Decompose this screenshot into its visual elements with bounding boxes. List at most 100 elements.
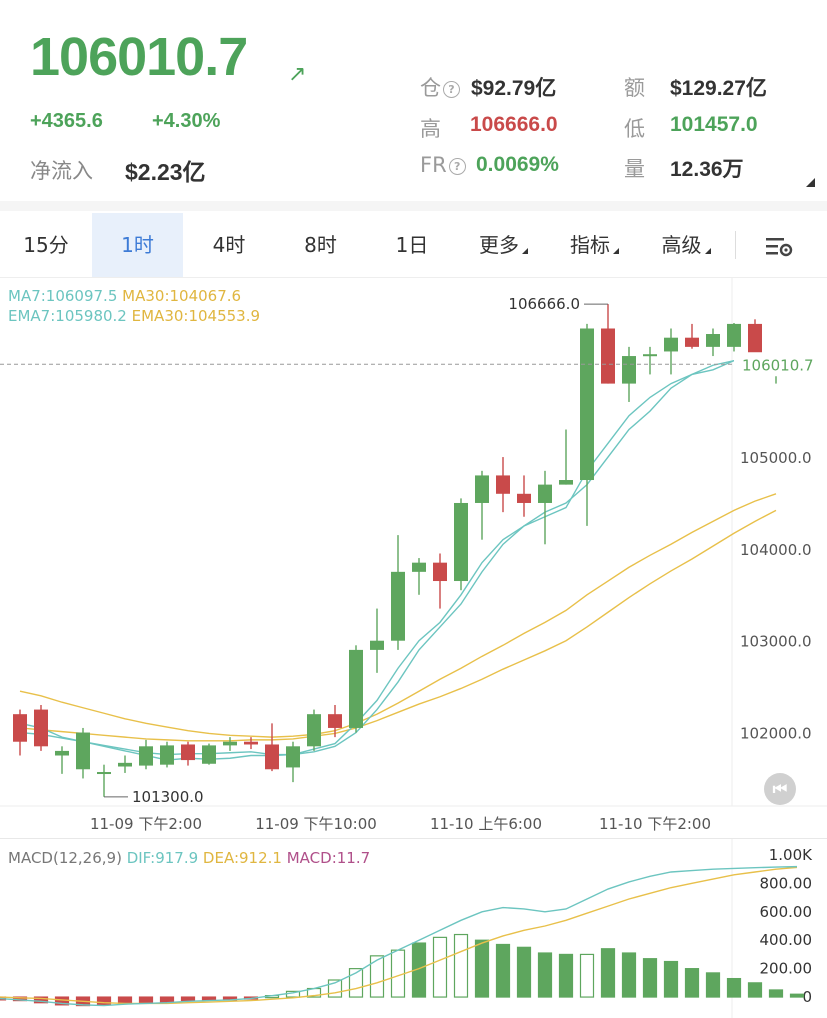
candle-body — [538, 484, 552, 503]
candle-body — [643, 354, 657, 357]
x-tick-label: 11-09 下午2:00 — [90, 815, 202, 833]
macd-bar — [684, 968, 700, 998]
volume-value: 12.36万 — [670, 158, 744, 181]
macd-bar — [159, 996, 175, 1003]
change-abs: +4365.6 — [30, 110, 103, 132]
macd-bar — [201, 996, 217, 1001]
candle-body — [328, 714, 342, 728]
volume-label: 量 — [624, 157, 645, 181]
candle-body — [664, 337, 678, 352]
macd-bar — [621, 952, 637, 998]
dropdown-corner-icon — [522, 248, 528, 254]
x-tick-label: 11-10 上午6:00 — [430, 815, 542, 833]
high-label: 高 — [420, 117, 441, 141]
candle-body — [622, 356, 636, 384]
macd-bar — [117, 996, 133, 1005]
y-tick-label: 105000.0 — [740, 449, 812, 467]
last-price: 106010.7 — [30, 27, 248, 87]
candle-body — [475, 475, 489, 503]
trend-up-icon: ↗ — [288, 62, 307, 87]
candle-body — [13, 714, 27, 742]
help-icon[interactable]: ? — [448, 158, 466, 175]
candle-body — [34, 709, 48, 747]
tab-8h[interactable]: 8时 — [304, 233, 337, 257]
macd-bar — [747, 982, 763, 998]
dropdown-corner-icon — [613, 248, 619, 254]
candle-body — [139, 746, 153, 766]
low-label: 低 — [624, 117, 645, 141]
macd-bar — [726, 977, 742, 998]
tab-indicators[interactable]: 指标 — [549, 213, 640, 277]
macd-bar — [768, 989, 784, 998]
dif-line — [0, 865, 798, 1007]
macd-chart[interactable]: 0 200.00 400.00 600.00 800.00 1.00K — [0, 839, 827, 1018]
amount-value: $129.27亿 — [670, 77, 767, 100]
candle-body — [181, 744, 195, 761]
x-tick-label: 11-10 下午2:00 — [599, 815, 711, 833]
macd-divider — [0, 838, 827, 839]
funding-rate-label[interactable]: FR? — [420, 153, 466, 177]
macd-bar — [96, 996, 112, 1006]
expand-corner-icon[interactable] — [806, 178, 815, 187]
candle-body — [160, 745, 174, 765]
y-tick-label: 400.00 — [760, 931, 813, 949]
open-interest-label[interactable]: 仓? — [420, 72, 460, 102]
y-tick-label: 0 — [802, 988, 812, 1006]
ema7-legend: EMA7:105980.2 — [8, 307, 127, 325]
macd-legend-row: MACD(12,26,9) DIF:917.9 DEA:912.1 MACD:1… — [8, 849, 370, 867]
macd-bar — [663, 960, 679, 998]
ma-legend-row: MA7:106097.5 MA30:104067.6 — [8, 287, 241, 305]
dropdown-corner-icon — [704, 248, 711, 254]
candle-body — [559, 480, 573, 485]
y-tick-label: 200.00 — [760, 960, 813, 978]
ema-legend-row: EMA7:105980.2 EMA30:104553.9 — [8, 307, 260, 325]
help-icon[interactable]: ? — [443, 81, 460, 98]
high-value: 106666.0 — [470, 113, 558, 136]
y-tick-label: 800.00 — [760, 874, 813, 892]
macd-bar — [474, 939, 490, 998]
macd-bar — [516, 946, 532, 998]
macd-bar — [411, 942, 427, 998]
macd-bar — [579, 953, 595, 998]
candle-body — [580, 328, 594, 481]
tab-1d[interactable]: 1日 — [395, 233, 429, 257]
macd-bar — [495, 943, 511, 998]
open-interest-value: $92.79亿 — [471, 77, 557, 100]
candle-body — [118, 762, 132, 767]
tab-4h[interactable]: 4时 — [212, 233, 246, 257]
interval-tabs: 15分 1时 4时 8时 1日 更多 指标 高级 — [0, 213, 827, 277]
candle-body — [97, 772, 111, 775]
macd-bar — [180, 996, 196, 1002]
candlestick-chart[interactable]: 102000.0 103000.0 104000.0 105000.0 11-09 下午… — [0, 278, 827, 838]
net-inflow-value: $2.23亿 — [125, 159, 206, 185]
candle-body — [412, 562, 426, 572]
candle-body — [370, 640, 384, 650]
chart-settings-icon[interactable] — [764, 235, 794, 261]
y-tick-label: 1.00K — [769, 846, 813, 864]
tab-1h[interactable]: 1时 — [92, 213, 183, 277]
scroll-to-latest-icon[interactable]: ⏮ — [764, 773, 796, 805]
ema30-legend: EMA30:104553.9 — [131, 307, 261, 325]
macd-bar — [600, 948, 616, 998]
candle-body — [223, 741, 237, 746]
dif-legend: DIF:917.9 — [126, 849, 199, 867]
y-tick-label: 104000.0 — [740, 541, 812, 559]
candle-body — [454, 502, 468, 582]
macd-bar — [432, 936, 448, 998]
tab-more[interactable]: 更多 — [458, 213, 549, 277]
header-divider — [0, 201, 827, 211]
ma7-legend: MA7:106097.5 — [8, 287, 118, 305]
low-marker-label: 101300.0 — [132, 788, 204, 806]
macd-bar — [789, 993, 805, 998]
candle-body — [244, 741, 258, 745]
low-value: 101457.0 — [670, 113, 758, 136]
funding-rate-value: 0.0069% — [476, 153, 559, 176]
high-marker-label: 106666.0 — [508, 295, 580, 313]
tab-15m[interactable]: 15分 — [23, 233, 69, 257]
macd-title: MACD(12,26,9) — [8, 849, 122, 867]
macd-bar — [369, 955, 385, 998]
candle-body — [265, 744, 279, 770]
candle-body — [433, 562, 447, 582]
last-price-tag — [734, 352, 824, 377]
tab-advanced[interactable]: 高级 — [640, 213, 732, 277]
